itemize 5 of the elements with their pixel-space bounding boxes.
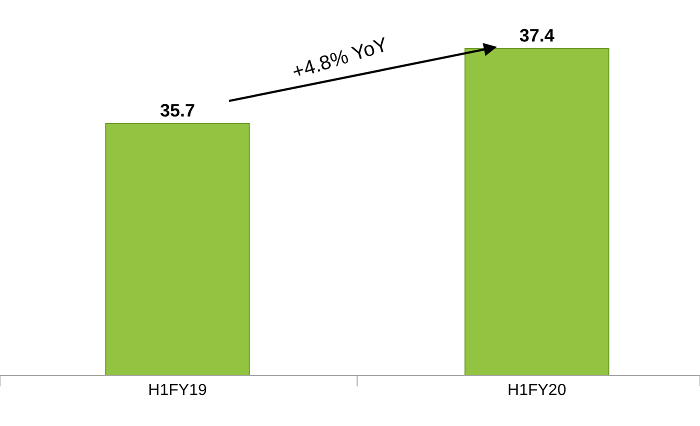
data-label: 35.7 [160,100,196,121]
x-tick-label: H1FY20 [508,382,566,400]
annotation: +4.8% YoY [290,34,390,84]
data-label: 37.4 [519,26,554,46]
x-tick-label: H1FY19 [148,382,207,400]
